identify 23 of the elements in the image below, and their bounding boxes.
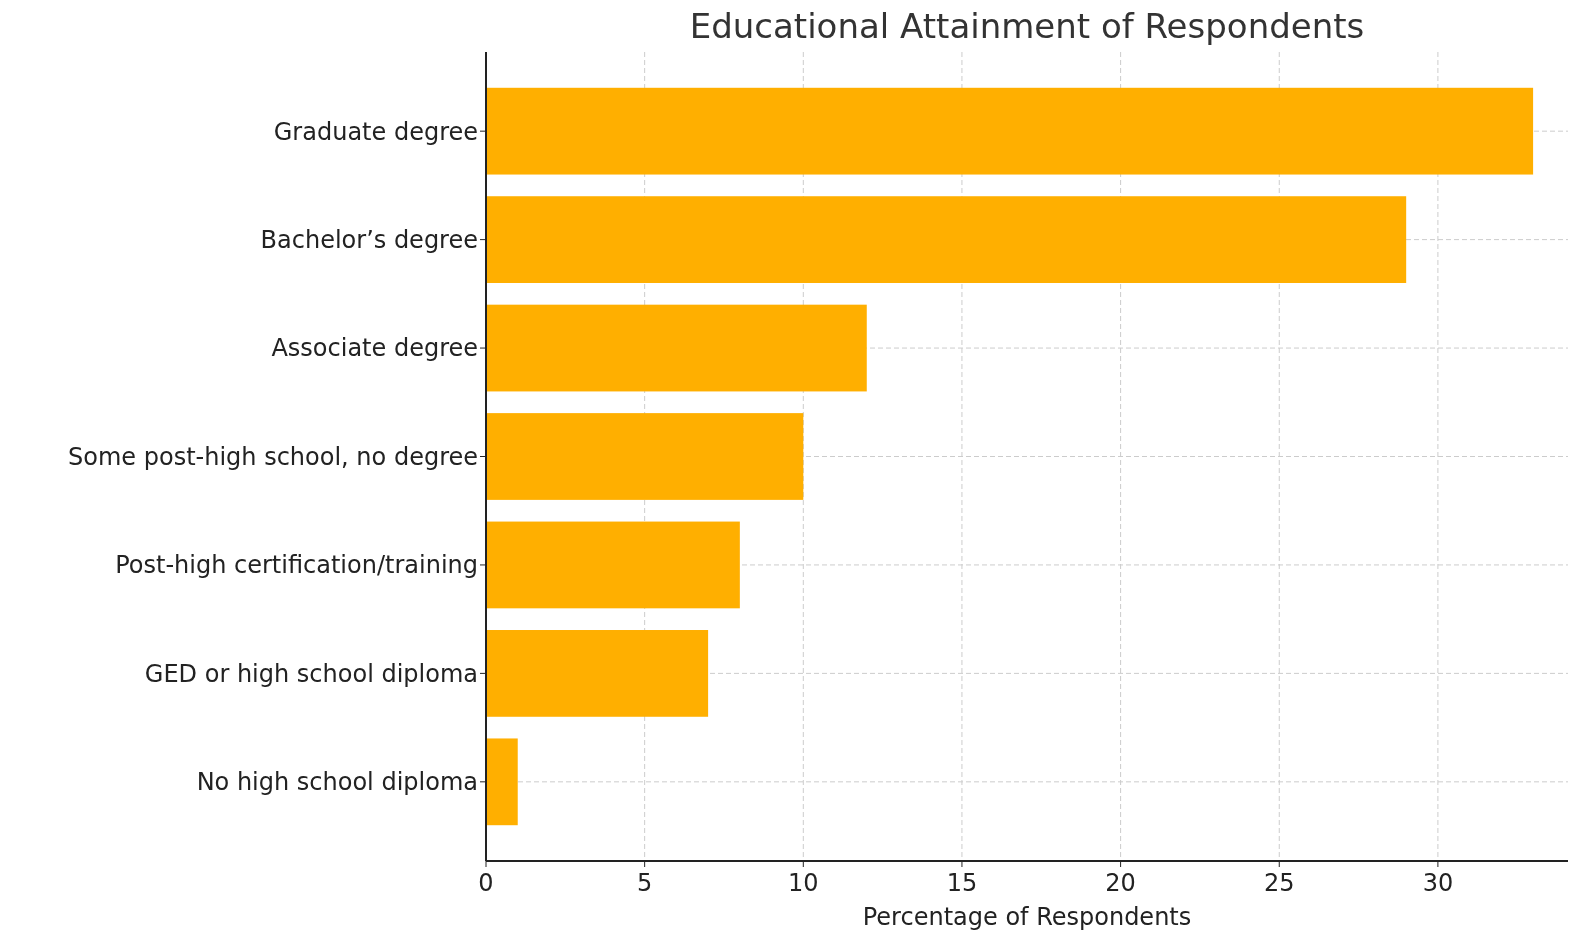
x-tick-label: 5 <box>637 869 653 897</box>
x-tick-label: 15 <box>946 869 978 897</box>
chart-title: Educational Attainment of Respondents <box>689 6 1365 46</box>
x-tick-label: 0 <box>478 869 494 897</box>
bar <box>486 304 867 392</box>
y-tick-label: Associate degree <box>271 334 478 363</box>
bar <box>486 521 740 609</box>
x-tick-label: 10 <box>788 869 819 897</box>
bar <box>486 630 709 717</box>
bar <box>486 413 804 500</box>
y-tick-label: Bachelor’s degree <box>260 226 478 255</box>
y-tick-label: Post-high certification/training <box>115 551 478 580</box>
x-axis-title: Percentage of Respondents <box>862 903 1192 931</box>
bar <box>486 196 1407 283</box>
y-tick-label: Some post-high school, no degree <box>68 442 478 471</box>
x-tick-label: 20 <box>1105 869 1136 897</box>
x-tick-label: 30 <box>1422 869 1454 897</box>
bar <box>486 738 518 826</box>
y-tick-label: Graduate degree <box>273 117 478 146</box>
x-tick-label: 25 <box>1263 869 1295 897</box>
y-tick-label: GED or high school diploma <box>144 659 478 688</box>
y-tick-label: No high school diploma <box>196 768 478 797</box>
bar <box>486 87 1534 175</box>
